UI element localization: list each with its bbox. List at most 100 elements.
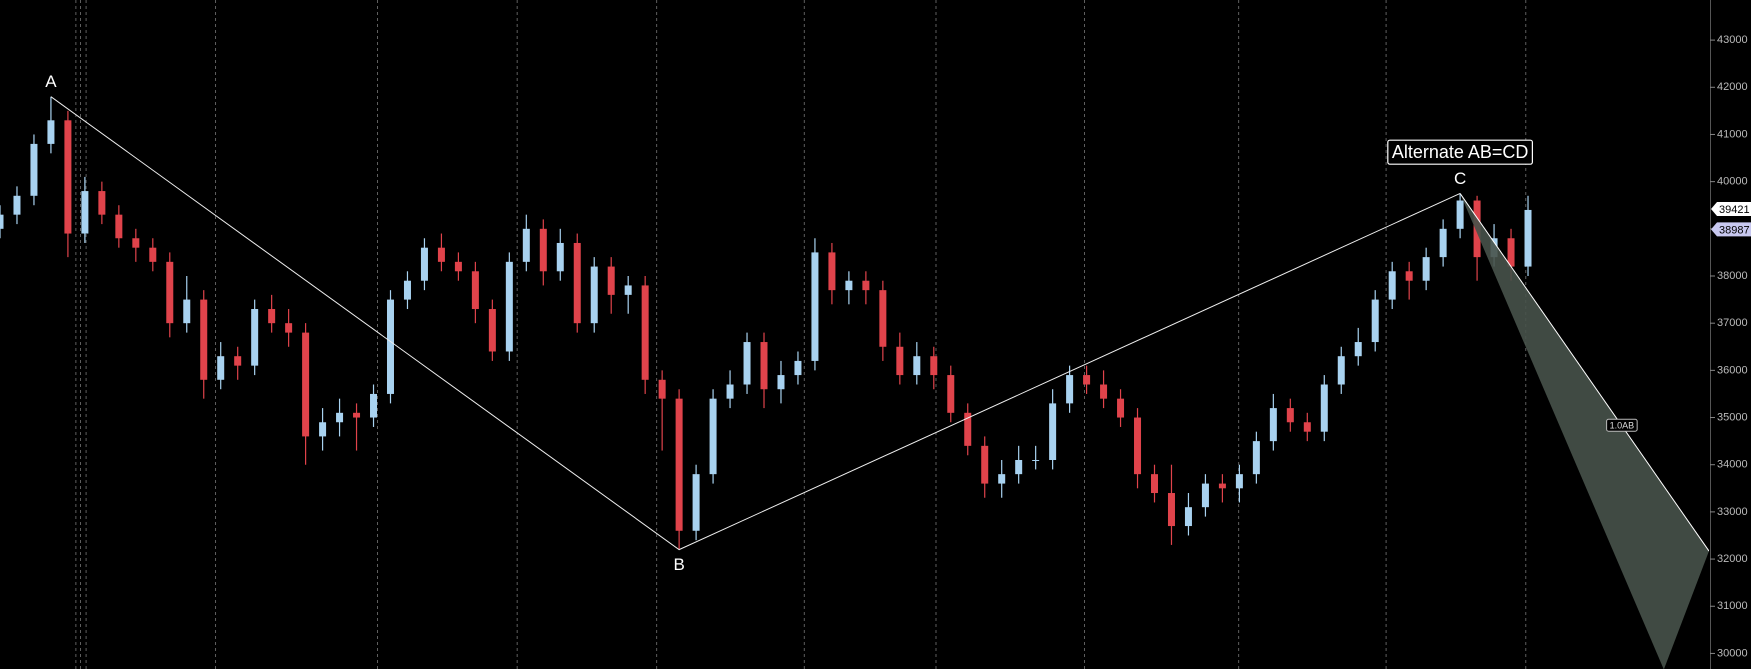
candle-body: [1066, 375, 1074, 404]
candle-body: [590, 266, 598, 324]
candle-body: [1269, 408, 1277, 442]
candle-body: [1439, 228, 1447, 258]
candle-body: [166, 261, 174, 324]
candle-body: [386, 299, 394, 394]
candle-body: [1117, 398, 1125, 418]
candle-body: [879, 290, 887, 347]
candle-body: [760, 342, 768, 390]
candle-body: [234, 356, 242, 366]
y-tick-label: 31000: [1717, 600, 1748, 612]
candle-body: [285, 323, 293, 333]
candle-body: [200, 299, 208, 380]
candle-body: [1507, 238, 1515, 267]
candle-body: [1456, 200, 1464, 229]
pattern-point-label: C: [1454, 169, 1466, 188]
candle-body: [777, 375, 785, 390]
candle-body: [353, 412, 361, 418]
candle-body: [13, 195, 21, 215]
y-tick-label: 34000: [1717, 459, 1748, 471]
candle-body: [828, 252, 836, 291]
pattern-name-frame: [1387, 139, 1533, 165]
candle-body: [251, 309, 259, 366]
candle-body: [539, 228, 547, 272]
candle-body: [1422, 257, 1430, 281]
price-marker-label: 39421: [1719, 204, 1750, 216]
candle-body: [998, 474, 1006, 484]
candle-body: [1134, 417, 1142, 475]
candle-body: [47, 120, 55, 144]
candle-body: [964, 412, 972, 446]
candle-body: [658, 379, 666, 399]
pattern-line: [50, 96, 1461, 551]
candle-body: [624, 285, 632, 295]
candle-body: [641, 285, 649, 380]
y-tick-label: 33000: [1717, 506, 1748, 518]
candle-body: [1032, 459, 1040, 461]
candle-body: [573, 242, 581, 324]
candle-body: [336, 412, 344, 423]
candle-body: [981, 445, 989, 484]
y-tick-label: 30000: [1717, 647, 1748, 659]
candle-body: [726, 384, 734, 399]
candle-body: [794, 360, 802, 376]
candle-body: [930, 356, 938, 376]
candle-body: [556, 242, 564, 272]
candle-body: [522, 228, 530, 262]
candle-body: [709, 398, 717, 475]
candle-body: [1286, 408, 1294, 423]
candle-body: [437, 247, 445, 262]
price-marker: [1711, 222, 1751, 237]
candle-body: [1218, 483, 1226, 489]
candle-body: [675, 398, 683, 531]
candle-body: [81, 191, 89, 234]
price-marker: [1711, 201, 1751, 216]
candle-body: [845, 280, 853, 291]
candle-body: [30, 143, 38, 196]
projection-label-frame: [1606, 418, 1638, 432]
pattern-name: Alternate AB=CD: [1392, 142, 1529, 162]
pattern-point-label: A: [45, 72, 57, 91]
candle-body: [1354, 342, 1362, 357]
candle-body: [1371, 299, 1379, 343]
y-tick-label: 40000: [1717, 176, 1748, 188]
candle-body: [149, 247, 157, 262]
candle-body: [947, 375, 955, 413]
candle-body: [1235, 474, 1243, 489]
candle-body: [64, 120, 72, 234]
candle-body: [302, 332, 310, 437]
plot-area: A B C: [0, 0, 1709, 669]
candle-body: [862, 280, 870, 291]
candle-body: [1405, 271, 1413, 281]
candle-body: [454, 261, 462, 272]
y-tick-label: 36000: [1717, 364, 1748, 376]
y-tick-label: 32000: [1717, 553, 1748, 565]
y-tick-label: 38000: [1717, 270, 1748, 282]
candle-body: [607, 266, 615, 295]
y-tick-label: 41000: [1717, 128, 1748, 140]
candle-body: [217, 356, 225, 380]
candle-body: [1100, 384, 1108, 399]
candle-body: [1337, 356, 1345, 385]
candle-body: [913, 356, 921, 376]
candle-body: [1184, 507, 1192, 527]
candle-body: [1151, 474, 1159, 494]
candle-body: [896, 346, 904, 376]
candle-body: [115, 214, 123, 239]
pattern-name-box: Alternate AB=CD: [1387, 139, 1533, 165]
candle-body: [403, 280, 411, 300]
candle-body: [1167, 493, 1175, 527]
candle-body: [743, 342, 751, 385]
candle-body: [0, 214, 4, 229]
candle-body: [1524, 209, 1532, 267]
candle-body: [471, 271, 479, 310]
candle-body: [1252, 441, 1260, 475]
candle-body: [420, 247, 428, 281]
y-tick-label: 42000: [1717, 81, 1748, 93]
candle-body: [505, 261, 513, 352]
projection-label: 1.0AB: [1610, 420, 1635, 430]
candle-body: [1083, 375, 1091, 385]
projection-zone: [1460, 193, 1709, 669]
